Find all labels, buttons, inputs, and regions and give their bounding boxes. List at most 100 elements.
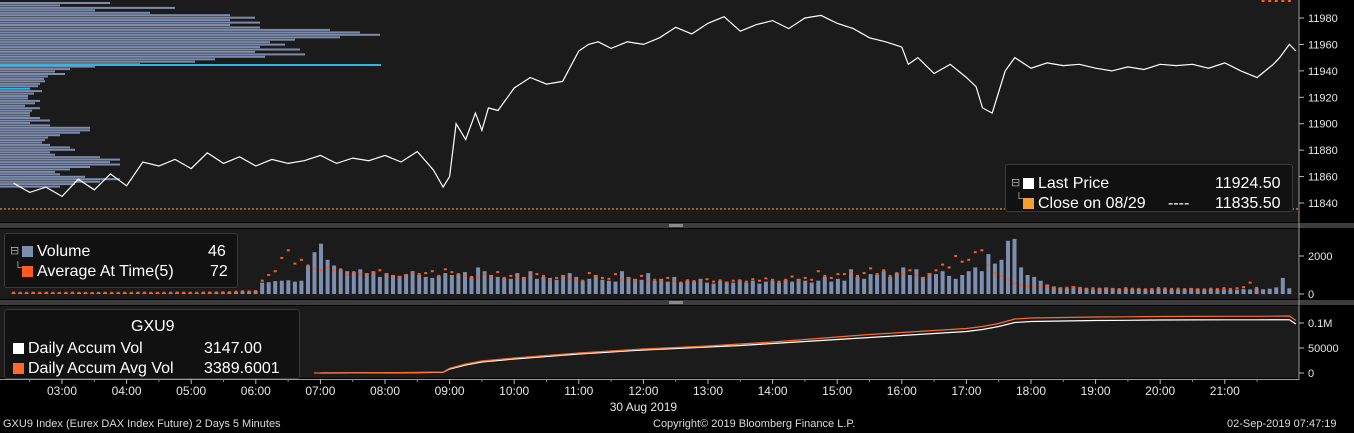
- avg-marker: [836, 273, 840, 276]
- avg-marker: [31, 291, 35, 294]
- profile-bar: [0, 4, 60, 7]
- avg-marker: [757, 279, 761, 282]
- profile-bar: [0, 65, 95, 68]
- avg-marker: [862, 272, 866, 275]
- volume-bar: [358, 269, 363, 294]
- avg-marker: [123, 291, 127, 294]
- volume-bar: [338, 269, 343, 294]
- avg-marker: [476, 276, 480, 279]
- volume-bar: [711, 283, 716, 294]
- volume-bar: [600, 279, 605, 295]
- avg-marker: [771, 278, 774, 281]
- volume-bar: [1189, 288, 1194, 294]
- volume-bar: [1267, 288, 1272, 294]
- profile-bar: [0, 114, 30, 117]
- volume-bar: [914, 269, 919, 294]
- volume-bar: [829, 281, 834, 294]
- avg-marker: [1261, 0, 1265, 2]
- avg-marker: [169, 291, 173, 294]
- profile-bar: [0, 55, 265, 58]
- panel-divider-grip[interactable]: [669, 301, 683, 304]
- avg-marker: [214, 291, 218, 294]
- profile-bar: [0, 146, 70, 149]
- profile-bar: [0, 180, 100, 183]
- profile-bar: [0, 95, 28, 97]
- volume-bar: [469, 276, 474, 294]
- avg-marker: [326, 266, 330, 269]
- avg-marker: [175, 291, 179, 294]
- volume-y-tick-label: 0: [1308, 289, 1314, 301]
- volume-bar: [979, 271, 984, 294]
- x-tick-label: 06:00: [241, 384, 271, 398]
- profile-bar: [0, 36, 340, 39]
- avg-marker: [685, 279, 689, 282]
- legend-collapse-icon[interactable]: ⊟: [10, 245, 20, 257]
- profile-bar: [0, 97, 28, 100]
- volume-bar: [809, 282, 814, 294]
- accum-legend[interactable]: GXU9 Daily Accum Vol 3147.00 Daily Accum…: [4, 309, 300, 379]
- profile-bar: [0, 126, 90, 129]
- profile-bar: [0, 166, 90, 168]
- volume-bar: [1032, 276, 1037, 294]
- avg-marker: [404, 274, 408, 276]
- avg-marker: [581, 279, 585, 282]
- close-label: Close on 08/29: [1038, 195, 1146, 212]
- avg-marker: [888, 274, 892, 277]
- profile-bar: [0, 9, 95, 12]
- avg-marker: [1268, 0, 1272, 2]
- avg-marker: [1052, 286, 1056, 289]
- avg-marker: [1209, 287, 1213, 290]
- volume-bar: [940, 271, 945, 294]
- price-y-tick-label: 11920: [1308, 92, 1338, 104]
- profile-bar: [0, 119, 50, 122]
- price-legend[interactable]: ⊟ └ Last Price 11924.50 Close on 08/29 -…: [1005, 164, 1293, 212]
- avg-marker: [84, 291, 87, 294]
- legend-tree-icon: └: [14, 262, 22, 274]
- profile-bar: [0, 183, 75, 186]
- panel-divider-grip[interactable]: [669, 224, 683, 227]
- avg-marker: [70, 291, 74, 294]
- avg-marker: [339, 268, 343, 271]
- volume-legend[interactable]: ⊟ └ Volume 46 Average At Time(5) 72: [4, 233, 238, 288]
- last-price-value: 11924.50: [1215, 175, 1281, 192]
- volume-bar: [391, 275, 395, 294]
- profile-bar: [0, 124, 50, 127]
- profile-bar: [0, 178, 120, 181]
- avg-marker: [1085, 287, 1088, 290]
- avg-marker: [725, 281, 729, 284]
- avg-marker: [1143, 288, 1147, 291]
- avg-marker: [515, 275, 519, 278]
- profile-bar: [0, 77, 44, 80]
- volume-value: 46: [208, 243, 226, 260]
- price-y-tick-label: 11960: [1308, 39, 1338, 51]
- avg-marker: [1287, 0, 1291, 2]
- accum-avg-value: 3389.6001: [204, 360, 280, 377]
- profile-bar: [0, 134, 60, 137]
- avg-marker: [875, 273, 879, 276]
- volume-bar: [907, 275, 912, 294]
- avg-marker: [273, 270, 277, 273]
- profile-bar: [0, 2, 110, 4]
- avg-marker: [116, 291, 120, 294]
- avg-marker: [424, 272, 428, 275]
- volume-bar: [953, 278, 958, 294]
- avg-marker: [1281, 0, 1285, 2]
- volume-bar: [463, 272, 467, 294]
- avg-marker: [627, 276, 630, 279]
- volume-bar: [292, 281, 297, 294]
- close-value: 11835.50: [1215, 195, 1281, 212]
- avg-marker: [542, 274, 545, 277]
- avg-marker: [417, 273, 421, 276]
- volume-bar: [528, 271, 533, 294]
- volume-bar: [685, 280, 690, 294]
- volume-bar: [384, 273, 389, 294]
- volume-bar: [1038, 280, 1043, 294]
- avg-marker: [188, 291, 192, 294]
- avg-marker: [443, 268, 447, 271]
- volume-bar: [1228, 289, 1233, 294]
- legend-collapse-icon[interactable]: ⊟: [1011, 177, 1021, 189]
- volume-bar: [920, 276, 925, 294]
- x-tick-label: 11:00: [564, 384, 593, 398]
- avg-marker: [594, 274, 598, 277]
- avg-marker: [784, 278, 788, 281]
